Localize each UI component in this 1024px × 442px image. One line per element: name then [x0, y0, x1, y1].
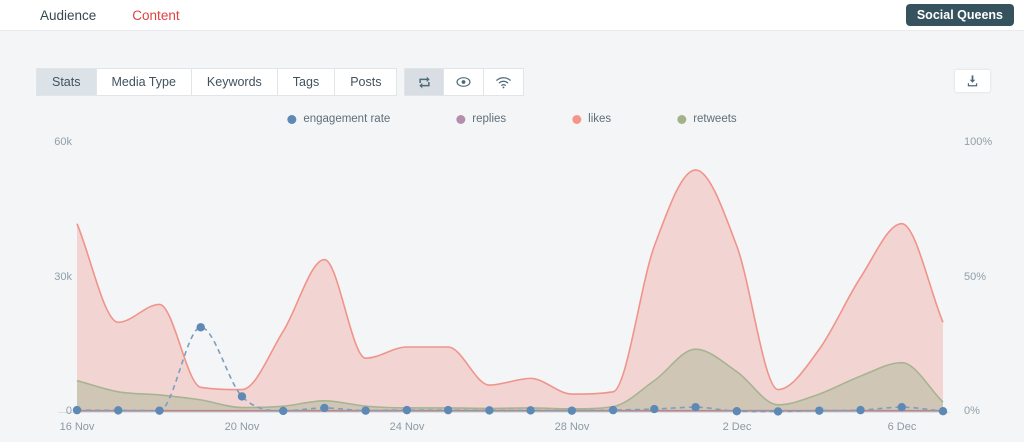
- toolbar: Stats Media Type Keywords Tags Posts: [36, 68, 525, 96]
- engagement-rate-dot-icon: [287, 114, 297, 124]
- engagement rate-point[interactable]: [732, 406, 742, 416]
- x-axis-tick: 28 Nov: [554, 421, 590, 433]
- y-axis-tick-right: 50%: [964, 271, 987, 283]
- eye-icon: [456, 77, 472, 87]
- tab-stats[interactable]: Stats: [36, 68, 97, 96]
- account-button[interactable]: Social Queens: [905, 4, 1014, 26]
- engagement rate-point[interactable]: [155, 406, 164, 415]
- x-axis-tick: 2 Dec: [722, 421, 752, 433]
- retweets-dot-icon: [677, 114, 687, 124]
- legend-label: retweets: [693, 113, 737, 125]
- nav-item-content[interactable]: Content: [132, 7, 180, 23]
- tab-group: Stats Media Type Keywords Tags Posts: [36, 68, 398, 96]
- legend-item-retweets[interactable]: retweets: [677, 113, 737, 125]
- engagement rate-point[interactable]: [815, 406, 824, 415]
- legend-item-likes[interactable]: likes: [572, 113, 611, 125]
- legend-label: likes: [588, 113, 612, 125]
- likes-area: [77, 169, 943, 412]
- x-axis-tick: 20 Nov: [224, 421, 260, 433]
- likes-dot-icon: [572, 114, 582, 124]
- engagement rate-point[interactable]: [691, 402, 700, 412]
- reach-filter-button[interactable]: [484, 68, 525, 96]
- engagement rate-point[interactable]: [278, 406, 288, 416]
- y-axis-tick-left: 0: [65, 405, 72, 417]
- tab-media-type[interactable]: Media Type: [96, 68, 192, 96]
- replies-dot-icon: [456, 114, 466, 124]
- engagement rate-point[interactable]: [320, 403, 329, 413]
- engagement rate-point[interactable]: [114, 406, 123, 415]
- engagement rate-point[interactable]: [650, 404, 659, 414]
- engagement rate-point[interactable]: [526, 406, 535, 415]
- top-nav-bar: Audience Content Social Queens: [0, 0, 1024, 31]
- legend-item-engagement-rate[interactable]: engagement rate: [287, 113, 390, 125]
- download-button[interactable]: [954, 69, 991, 93]
- retweet-icon: [419, 76, 430, 88]
- views-filter-button[interactable]: [444, 68, 485, 96]
- tab-posts[interactable]: Posts: [335, 68, 398, 96]
- y-axis-tick-right: 0%: [964, 405, 980, 417]
- likes-line: [76, 169, 944, 395]
- engagement rate-point[interactable]: [402, 405, 412, 415]
- x-axis-tick: 16 Nov: [59, 421, 95, 433]
- engagement rate-point[interactable]: [196, 323, 205, 332]
- engagement rate-point[interactable]: [938, 406, 948, 416]
- engagement rate-point[interactable]: [361, 406, 370, 415]
- chart-legend: engagement rate replies likes retweets: [287, 113, 737, 125]
- y-axis-tick-left: 30k: [54, 271, 72, 283]
- legend-label: engagement rate: [303, 113, 391, 125]
- retweets-line: [76, 348, 944, 410]
- y-axis-tick-right: 100%: [964, 136, 993, 148]
- tab-keywords[interactable]: Keywords: [191, 68, 278, 96]
- engagement rate-point[interactable]: [485, 406, 494, 415]
- x-axis-tick: 6 Dec: [887, 421, 917, 433]
- retweet-filter-button[interactable]: [404, 68, 445, 96]
- engagement rate-point[interactable]: [567, 406, 577, 415]
- engagement rate-point[interactable]: [72, 405, 82, 415]
- engagement rate-point[interactable]: [608, 405, 618, 415]
- tab-tags[interactable]: Tags: [277, 68, 336, 96]
- engagement rate-point[interactable]: [773, 407, 783, 416]
- y-axis-tick-left: 60k: [54, 136, 72, 148]
- engagement rate-point[interactable]: [856, 405, 865, 415]
- wifi-icon: [496, 77, 512, 89]
- engagement rate-point[interactable]: [443, 405, 453, 415]
- download-icon: [967, 75, 978, 87]
- legend-item-replies[interactable]: replies: [456, 113, 506, 125]
- legend-label: replies: [472, 113, 507, 125]
- engagement rate-point[interactable]: [237, 392, 247, 401]
- chart-mode-buttons: [404, 68, 525, 96]
- x-axis-tick: 24 Nov: [389, 421, 425, 433]
- engagement rate-point[interactable]: [897, 402, 906, 412]
- nav-item-audience[interactable]: Audience: [40, 7, 97, 23]
